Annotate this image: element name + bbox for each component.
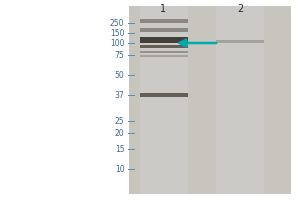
Text: 250: 250: [110, 19, 124, 27]
Bar: [140, 55, 188, 57]
Text: 100: 100: [110, 38, 124, 47]
Bar: [216, 40, 264, 43]
Bar: [140, 93, 188, 97]
Bar: [140, 37, 188, 43]
Text: 37: 37: [115, 90, 124, 99]
Text: 15: 15: [115, 144, 124, 154]
Bar: [140, 51, 188, 53]
Bar: [129, 6, 291, 194]
Text: 50: 50: [115, 71, 124, 79]
Text: 20: 20: [115, 129, 124, 138]
Bar: [140, 6, 188, 194]
Bar: [140, 45, 188, 48]
Text: 10: 10: [115, 164, 124, 173]
Text: 2: 2: [237, 4, 243, 14]
Bar: [216, 6, 264, 194]
Text: 75: 75: [115, 50, 124, 60]
Text: 150: 150: [110, 28, 124, 38]
Bar: [140, 28, 188, 32]
Text: 25: 25: [115, 116, 124, 126]
Text: 1: 1: [160, 4, 166, 14]
Bar: [140, 19, 188, 23]
